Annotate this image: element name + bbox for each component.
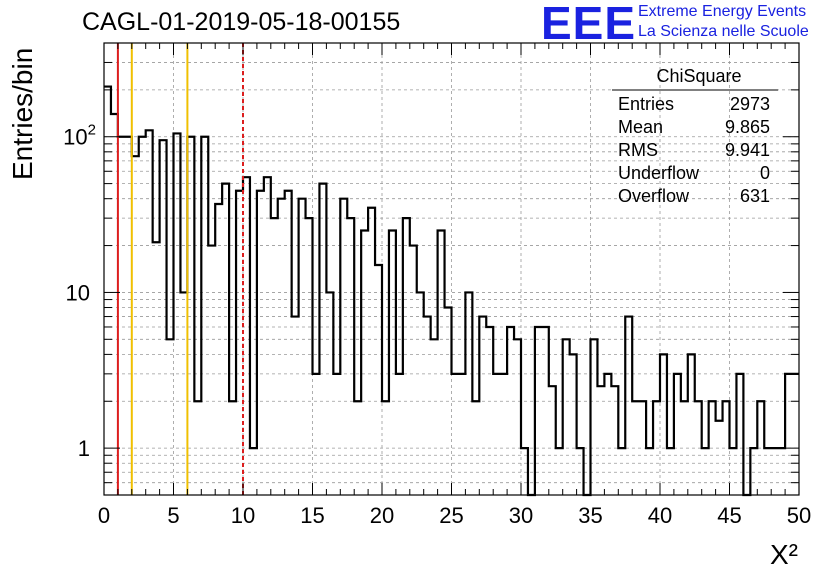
brand-line-1: Extreme Energy Events — [638, 3, 807, 20]
stats-label: Entries — [618, 94, 674, 114]
x-tick-label: 45 — [717, 503, 741, 528]
x-tick-label: 50 — [787, 503, 811, 528]
x-tick-label: 0 — [98, 503, 110, 528]
stats-value: 9.865 — [725, 117, 770, 137]
stats-value: 631 — [740, 186, 770, 206]
grid-lines — [104, 42, 799, 496]
histogram-outline — [104, 85, 799, 497]
stats-label: Underflow — [618, 163, 700, 183]
x-tick-label: 15 — [300, 503, 324, 528]
x-tick-label: 35 — [578, 503, 602, 528]
threshold-lines — [116, 43, 244, 495]
brand-line-2: La Scienza nelle Scuole — [638, 23, 809, 40]
x-tick-label: 10 — [231, 503, 255, 528]
x-tick-label: 20 — [370, 503, 394, 528]
stats-title: ChiSquare — [656, 66, 741, 86]
chart-title: CAGL-01-2019-05-18-00155 — [82, 8, 401, 36]
x-tick-label: 5 — [167, 503, 179, 528]
y-axis-title: Entries/bin — [7, 48, 38, 180]
y-tick-label: 1 — [78, 436, 90, 461]
stats-label: Overflow — [618, 186, 690, 206]
x-tick-label: 30 — [509, 503, 533, 528]
x-tick-label: 25 — [439, 503, 463, 528]
y-tick-label: 102 — [63, 122, 96, 150]
axis-ticks: 0 5 10 15 20 25 30 35 40 45 50 1 10 102 — [63, 42, 811, 528]
stats-label: Mean — [618, 117, 663, 137]
stats-value: 2973 — [730, 94, 770, 114]
y-tick-label: 10 — [66, 280, 90, 305]
x-axis-title: X² — [770, 539, 798, 570]
histogram-bars — [104, 85, 799, 497]
stats-box: ChiSquare Entries 2973 Mean 9.865 RMS 9.941 Und… — [612, 66, 778, 206]
stats-value: 9.941 — [725, 140, 770, 160]
stats-label: RMS — [618, 140, 658, 160]
eee-logo: EEE — [541, 0, 637, 49]
x-tick-label: 40 — [648, 503, 672, 528]
stats-value: 0 — [760, 163, 770, 183]
